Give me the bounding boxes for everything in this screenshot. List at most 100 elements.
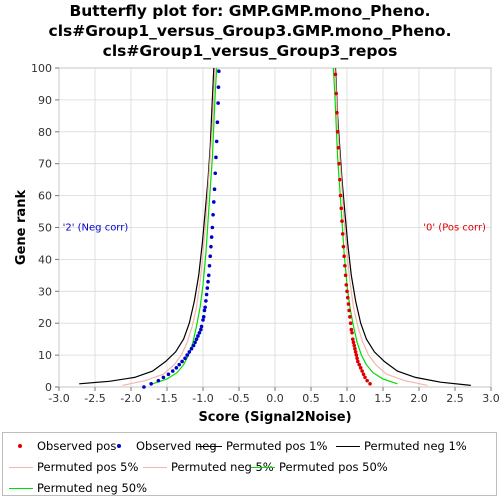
observed-neg-point xyxy=(204,292,209,297)
observed-neg-point xyxy=(216,101,220,105)
observed-pos-point xyxy=(360,369,364,373)
observed-pos-point xyxy=(335,110,339,115)
observed-neg-point xyxy=(217,69,221,73)
observed-pos-point xyxy=(345,289,349,294)
legend-swatch xyxy=(336,439,360,453)
legend-label: Observed pos xyxy=(37,439,117,453)
x-tick-label: 1.5 xyxy=(374,392,392,405)
observed-neg-point xyxy=(212,187,217,192)
observed-neg-point xyxy=(197,330,202,335)
permuted-pos-5-line xyxy=(334,67,428,386)
observed-neg-point xyxy=(213,171,218,176)
permuted-neg-1-line xyxy=(79,67,215,385)
legend-item-permuted-neg-50: Permuted neg 50% xyxy=(9,481,147,495)
y-tick-label: 60 xyxy=(38,190,52,203)
observed-neg-point xyxy=(203,305,207,310)
observed-pos-point xyxy=(361,372,366,377)
observed-neg-point xyxy=(207,263,212,268)
x-tick-label: 2.0 xyxy=(410,392,428,405)
neg-corr-annotation: '2' (Neg corr) xyxy=(63,223,129,234)
x-axis: -3.0 -2.5 -2.0 -1.5 -1.0 -0.5 0.0 0.5 1.0 1.5 2.0 2… xyxy=(48,387,500,405)
x-tick-label: -2.0 xyxy=(120,392,141,405)
legend: Observed pos Observed neg Permuted pos 1% P… xyxy=(2,432,497,496)
chart-title-line-1: Butterfly plot for: GMP.GMP.mono_Pheno. xyxy=(69,2,431,20)
chart-title-line-3: cls#Group1_versus_Group3_repos xyxy=(102,42,398,60)
observed-neg-point xyxy=(180,359,184,364)
observed-neg-point xyxy=(193,340,197,345)
observed-pos-point xyxy=(350,330,354,335)
observed-neg-point xyxy=(194,337,199,341)
observed-neg-point xyxy=(202,308,207,313)
legend-swatch xyxy=(9,460,33,474)
observed-pos-point xyxy=(341,244,346,249)
y-tick-label: 70 xyxy=(38,158,52,171)
observed-pos-point xyxy=(350,337,355,341)
observed-neg-point xyxy=(177,362,182,367)
legend-label: Permuted pos 5% xyxy=(37,460,139,474)
y-tick-label: 0 xyxy=(45,381,52,394)
observed-neg-point xyxy=(211,212,215,217)
observed-neg-point xyxy=(189,346,194,351)
observed-pos-point xyxy=(357,362,362,367)
observed-pos-point xyxy=(345,295,350,300)
y-tick-label: 10 xyxy=(38,349,52,362)
x-tick-label: -2.5 xyxy=(84,392,105,405)
observed-neg-point xyxy=(199,324,204,329)
legend-item-permuted-neg-1: Permuted neg 1% xyxy=(336,439,467,453)
legend-swatch xyxy=(143,460,167,474)
legend-swatch xyxy=(9,439,33,453)
observed-pos-point xyxy=(340,232,345,236)
observed-pos-point xyxy=(346,302,351,306)
observed-neg-point xyxy=(210,225,215,230)
x-tick-label: 3.0 xyxy=(482,392,500,405)
legend-swatch xyxy=(251,460,275,474)
observed-neg-point xyxy=(183,356,187,361)
observed-pos-point xyxy=(334,91,339,96)
observed-neg-point xyxy=(214,155,218,160)
y-tick-label: 80 xyxy=(38,126,52,139)
y-tick-label: 50 xyxy=(38,222,52,235)
observed-neg-point xyxy=(196,334,200,338)
butterfly-plot: -3.0 -2.5 -2.0 -1.5 -1.0 -0.5 0.0 0.5 1.0 1.5 2.0 2… xyxy=(14,62,500,425)
x-tick-label: -1.0 xyxy=(192,392,213,405)
legend-label: Permuted pos 50% xyxy=(279,460,388,474)
x-tick-label: -3.0 xyxy=(48,392,69,405)
observed-neg-point xyxy=(214,139,219,144)
x-tick-label: -1.5 xyxy=(156,392,177,405)
observed-pos-point xyxy=(338,193,343,198)
observed-pos-point xyxy=(352,343,357,348)
legend-item-permuted-pos-50: Permuted pos 50% xyxy=(251,460,388,474)
observed-neg-point xyxy=(191,343,196,348)
observed-neg-point xyxy=(216,85,221,89)
observed-neg-point xyxy=(201,318,205,322)
observed-neg-point xyxy=(166,372,171,377)
y-tick-label: 20 xyxy=(38,317,52,330)
y-tick-label: 40 xyxy=(38,253,52,266)
observed-neg-point xyxy=(174,366,179,370)
x-tick-label: 0.0 xyxy=(266,392,284,405)
observed-pos-point xyxy=(336,145,341,150)
x-tick-label: -0.5 xyxy=(228,392,249,405)
chart-title: Butterfly plot for: GMP.GMP.mono_Pheno. … xyxy=(0,0,500,61)
observed-neg-point xyxy=(206,273,211,278)
observed-pos-point xyxy=(338,177,342,182)
observed-pos-point xyxy=(353,346,357,351)
observed-pos-point xyxy=(368,382,372,386)
observed-pos-point xyxy=(354,353,359,357)
observed-pos-point xyxy=(339,206,344,211)
observed-pos-point xyxy=(349,327,354,332)
legend-item-observed-pos: Observed pos xyxy=(9,439,116,453)
observed-neg-point xyxy=(156,378,161,383)
observed-pos-point xyxy=(348,321,353,326)
legend-label: Observed neg xyxy=(136,439,217,453)
pos-corr-annotation: '0' (Pos corr) xyxy=(423,223,486,234)
chart-title-line-2: cls#Group1_versus_Group3.GMP.mono_Pheno. xyxy=(48,22,452,40)
observed-pos-point xyxy=(347,308,351,313)
legend-swatch xyxy=(9,481,33,495)
x-axis-label: Score (Signal2Noise) xyxy=(198,410,351,425)
x-tick-label: 0.5 xyxy=(302,392,320,405)
observed-neg-point xyxy=(199,327,203,332)
y-tick-label: 90 xyxy=(38,94,52,107)
y-tick-label: 100 xyxy=(31,62,52,75)
legend-item-permuted-pos-5: Permuted pos 5% xyxy=(9,460,138,474)
